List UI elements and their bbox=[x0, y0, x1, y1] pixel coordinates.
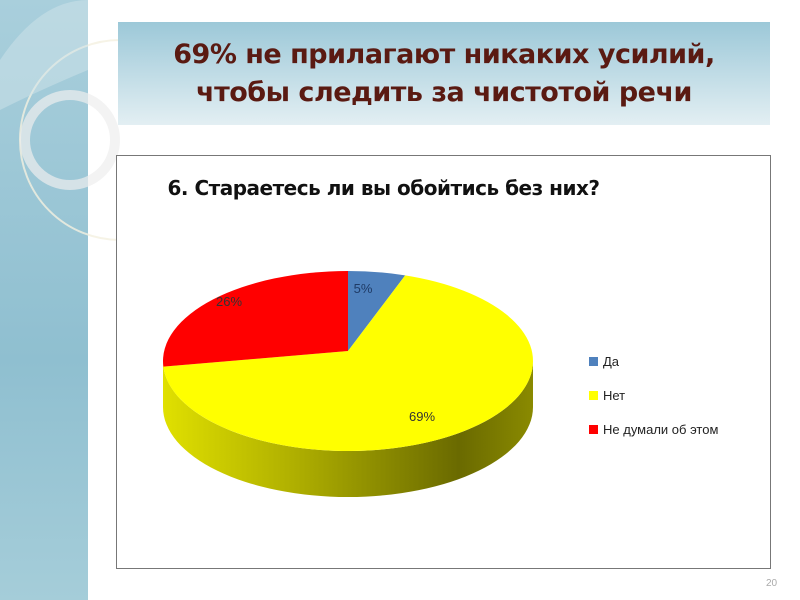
legend-label: Да bbox=[603, 353, 620, 369]
legend-item: Не думали об этом bbox=[589, 412, 718, 446]
legend-label: Нет bbox=[603, 387, 626, 403]
chart-title: 6. Стараетесь ли вы обойтись без них? bbox=[167, 176, 600, 200]
data-label: 69% bbox=[409, 409, 435, 424]
data-label: 26% bbox=[216, 294, 242, 309]
legend-item: Нет bbox=[589, 378, 718, 412]
legend-swatch bbox=[589, 390, 598, 400]
pie-chart: 5% 69% 26% bbox=[163, 271, 533, 497]
pie-slice-2 bbox=[163, 275, 533, 451]
legend-item: Да bbox=[589, 344, 718, 378]
page-number: 20 bbox=[766, 578, 778, 589]
title-line-1: 69% не прилагают никаких усилий, bbox=[173, 38, 715, 70]
title-line-2: чтобы следить за чистотой речи bbox=[196, 76, 692, 108]
pie-slice-1 bbox=[348, 271, 406, 351]
legend-label: Не думали об этом bbox=[603, 421, 719, 437]
chart-legend: Да Нет Не думали об этом bbox=[589, 344, 718, 446]
slide-title-band: 69% не прилагают никаких усилий, чтобы с… bbox=[118, 22, 770, 125]
pie-slice-3 bbox=[163, 271, 348, 367]
chart-area: 6. Стараетесь ли вы обойтись без них? 5%… bbox=[116, 155, 771, 569]
pie-side-wall bbox=[163, 361, 533, 497]
legend-swatch bbox=[589, 356, 598, 366]
legend-swatch bbox=[589, 424, 598, 434]
decorative-circles bbox=[0, 0, 120, 241]
data-label: 5% bbox=[354, 281, 373, 296]
slide-title: 69% не прилагают никаких усилий, чтобы с… bbox=[173, 36, 715, 112]
